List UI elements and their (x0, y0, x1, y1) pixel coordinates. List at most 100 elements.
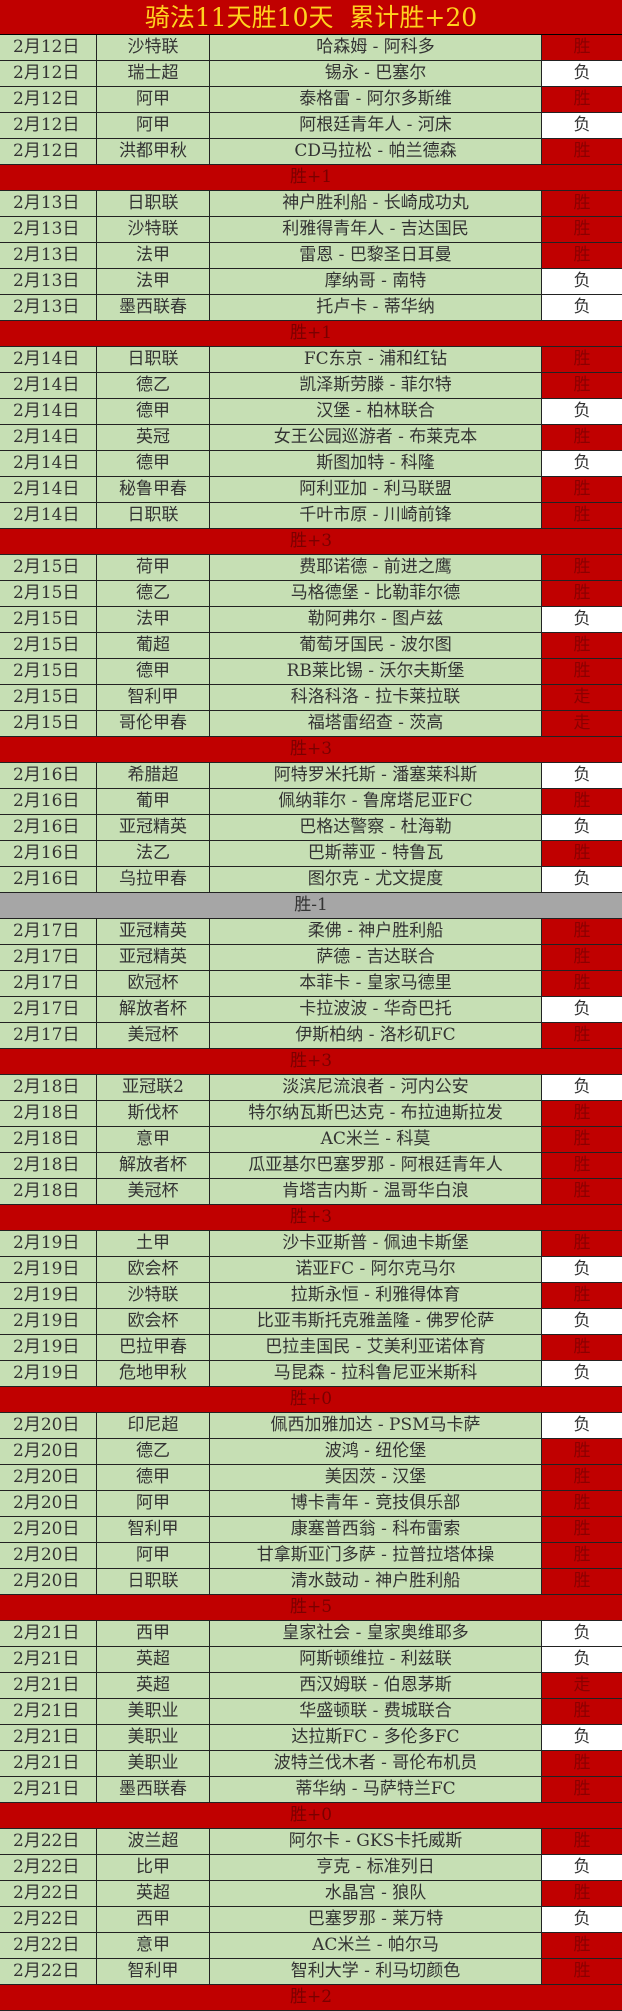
match-row: 2月15日 德乙 马格德堡 - 比勒菲尔德胜 (0, 581, 622, 607)
result-cell: 负 (542, 269, 622, 294)
league-cell: 斯伐杯 (97, 1101, 210, 1126)
day-summary: 胜+3 (0, 737, 622, 763)
result-cell: 负 (542, 451, 622, 476)
date-cell: 2月15日 (0, 711, 97, 736)
date-cell: 2月12日 (0, 113, 97, 138)
result-cell: 胜 (542, 373, 622, 398)
result-cell: 胜 (542, 1517, 622, 1542)
league-cell: 美冠杯 (97, 1179, 210, 1204)
match-cell: 巴拉圭国民 - 艾美利亚诺体育 (210, 1335, 542, 1360)
date-cell: 2月19日 (0, 1361, 97, 1386)
date-cell: 2月12日 (0, 61, 97, 86)
match-cell: 波特兰伐木者 - 哥伦布机员 (210, 1751, 542, 1776)
match-row: 2月12日 瑞士超 锡永 - 巴塞尔负 (0, 61, 622, 87)
league-cell: 日职联 (97, 191, 210, 216)
league-cell: 美职业 (97, 1725, 210, 1750)
league-cell: 乌拉甲春 (97, 867, 210, 892)
date-cell: 2月13日 (0, 217, 97, 242)
match-cell: 智利大学 - 利马切颜色 (210, 1959, 542, 1984)
league-cell: 比甲 (97, 1855, 210, 1880)
match-row: 2月19日 危地甲秋 马昆森 - 拉科鲁尼亚米斯科负 (0, 1361, 622, 1387)
match-cell: 甘拿斯亚门多萨 - 拉普拉塔体操 (210, 1543, 542, 1568)
result-cell: 负 (542, 867, 622, 892)
league-cell: 西甲 (97, 1621, 210, 1646)
match-cell: 图尔克 - 尤文提度 (210, 867, 542, 892)
match-row: 2月22日 西甲 巴塞罗那 - 莱万特负 (0, 1907, 622, 1933)
day-summary: 胜+0 (0, 1387, 622, 1413)
league-cell: 英超 (97, 1673, 210, 1698)
match-cell: 勒阿弗尔 - 图卢兹 (210, 607, 542, 632)
day-summary: 胜-1 (0, 893, 622, 919)
match-row: 2月18日 斯伐杯 特尔纳瓦斯巴达克 - 布拉迪斯拉发胜 (0, 1101, 622, 1127)
match-row: 2月13日 法甲 摩纳哥 - 南特负 (0, 269, 622, 295)
league-cell: 沙特联 (97, 35, 210, 60)
match-cell: RB莱比锡 - 沃尔夫斯堡 (210, 659, 542, 684)
league-cell: 日职联 (97, 503, 210, 528)
result-cell: 走 (542, 1673, 622, 1698)
result-cell: 负 (542, 1855, 622, 1880)
result-cell: 负 (542, 113, 622, 138)
result-cell: 胜 (542, 659, 622, 684)
result-cell: 负 (542, 1725, 622, 1750)
league-cell: 葡甲 (97, 789, 210, 814)
match-cell: 伊斯柏纳 - 洛杉矶FC (210, 1023, 542, 1048)
league-cell: 智利甲 (97, 1517, 210, 1542)
date-cell: 2月22日 (0, 1881, 97, 1906)
date-cell: 2月21日 (0, 1673, 97, 1698)
match-row: 2月19日 巴拉甲春 巴拉圭国民 - 艾美利亚诺体育胜 (0, 1335, 622, 1361)
date-cell: 2月14日 (0, 425, 97, 450)
match-row: 2月14日 德甲 斯图加特 - 科隆负 (0, 451, 622, 477)
date-cell: 2月13日 (0, 269, 97, 294)
league-cell: 欧会杯 (97, 1257, 210, 1282)
match-cell: 巴格达警察 - 杜海勒 (210, 815, 542, 840)
match-cell: 瓜亚基尔巴塞罗那 - 阿根廷青年人 (210, 1153, 542, 1178)
match-cell: 博卡青年 - 竞技俱乐部 (210, 1491, 542, 1516)
league-cell: 荷甲 (97, 555, 210, 580)
result-cell: 胜 (542, 1465, 622, 1490)
match-row: 2月22日 波兰超 阿尔卡 - GKS卡托威斯胜 (0, 1829, 622, 1855)
league-cell: 阿甲 (97, 1491, 210, 1516)
league-cell: 洪都甲秋 (97, 139, 210, 164)
match-row: 2月18日 意甲 AC米兰 - 科莫胜 (0, 1127, 622, 1153)
league-cell: 阿甲 (97, 87, 210, 112)
result-cell: 胜 (542, 1881, 622, 1906)
league-cell: 印尼超 (97, 1413, 210, 1438)
date-cell: 2月22日 (0, 1933, 97, 1958)
date-cell: 2月12日 (0, 35, 97, 60)
result-cell: 负 (542, 1361, 622, 1386)
result-cell: 胜 (542, 1491, 622, 1516)
match-cell: 达拉斯FC - 多伦多FC (210, 1725, 542, 1750)
date-cell: 2月21日 (0, 1751, 97, 1776)
match-cell: AC米兰 - 帕尔马 (210, 1933, 542, 1958)
match-row: 2月22日 意甲 AC米兰 - 帕尔马胜 (0, 1933, 622, 1959)
result-cell: 负 (542, 295, 622, 320)
date-cell: 2月21日 (0, 1699, 97, 1724)
date-cell: 2月15日 (0, 633, 97, 658)
date-cell: 2月20日 (0, 1413, 97, 1438)
date-cell: 2月16日 (0, 815, 97, 840)
match-cell: 亨克 - 标准列日 (210, 1855, 542, 1880)
date-cell: 2月20日 (0, 1543, 97, 1568)
result-cell: 胜 (542, 139, 622, 164)
date-cell: 2月20日 (0, 1491, 97, 1516)
league-cell: 美冠杯 (97, 1023, 210, 1048)
match-row: 2月13日 法甲 雷恩 - 巴黎圣日耳曼胜 (0, 243, 622, 269)
result-cell: 胜 (542, 1933, 622, 1958)
result-cell: 胜 (542, 1439, 622, 1464)
result-cell: 胜 (542, 1231, 622, 1256)
result-cell: 胜 (542, 35, 622, 60)
result-cell: 负 (542, 1075, 622, 1100)
results-table: 2月12日 沙特联 哈森姆 - 阿科多胜 2月12日 瑞士超 锡永 - 巴塞尔负 2月12日… (0, 35, 622, 2011)
date-cell: 2月13日 (0, 295, 97, 320)
match-row: 2月20日 德甲 美因茨 - 汉堡胜 (0, 1465, 622, 1491)
match-row: 2月20日 阿甲 博卡青年 - 竞技俱乐部胜 (0, 1491, 622, 1517)
match-cell: CD马拉松 - 帕兰德森 (210, 139, 542, 164)
match-row: 2月14日 德乙 凯泽斯劳滕 - 菲尔特胜 (0, 373, 622, 399)
date-cell: 2月14日 (0, 451, 97, 476)
match-row: 2月21日 墨西联春 蒂华纳 - 马萨特兰FC 胜 (0, 1777, 622, 1803)
date-cell: 2月18日 (0, 1101, 97, 1126)
match-cell: 利雅得青年人 - 吉达国民 (210, 217, 542, 242)
match-cell: 福塔雷绍查 - 茨高 (210, 711, 542, 736)
league-cell: 德乙 (97, 581, 210, 606)
match-cell: 佩西加雅加达 - PSM马卡萨 (210, 1413, 542, 1438)
